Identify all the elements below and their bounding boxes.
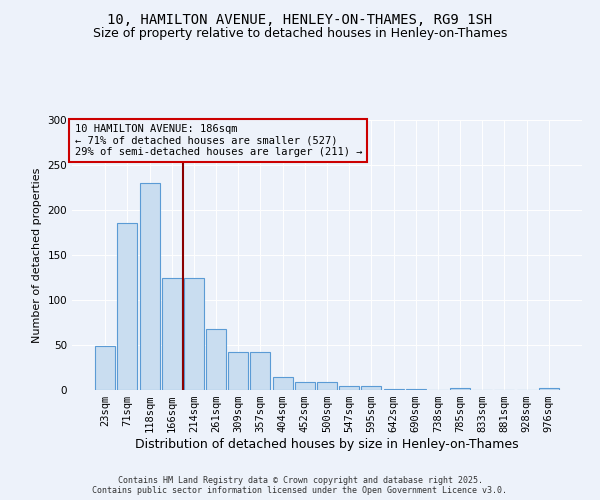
Bar xyxy=(228,352,248,390)
Bar xyxy=(118,222,137,390)
Bar xyxy=(140,183,160,390)
Bar xyxy=(272,376,293,390)
Text: 10 HAMILTON AVENUE: 186sqm
← 71% of detached houses are smaller (527)
29% of sem: 10 HAMILTON AVENUE: 186sqm ← 71% of deta… xyxy=(74,124,362,157)
Text: Size of property relative to detached houses in Henley-on-Thames: Size of property relative to detached ho… xyxy=(93,28,507,40)
Y-axis label: Number of detached properties: Number of detached properties xyxy=(32,168,42,342)
Bar xyxy=(406,389,426,390)
Bar xyxy=(184,278,204,390)
Bar xyxy=(450,388,470,390)
Bar xyxy=(162,278,182,390)
Bar xyxy=(206,329,226,390)
Text: 10, HAMILTON AVENUE, HENLEY-ON-THAMES, RG9 1SH: 10, HAMILTON AVENUE, HENLEY-ON-THAMES, R… xyxy=(107,12,493,26)
Bar xyxy=(539,388,559,390)
Bar xyxy=(317,382,337,390)
X-axis label: Distribution of detached houses by size in Henley-on-Thames: Distribution of detached houses by size … xyxy=(135,438,519,451)
Text: Contains HM Land Registry data © Crown copyright and database right 2025.
Contai: Contains HM Land Registry data © Crown c… xyxy=(92,476,508,495)
Bar xyxy=(250,352,271,390)
Bar xyxy=(295,382,315,390)
Bar xyxy=(361,386,382,390)
Bar xyxy=(383,389,404,390)
Bar xyxy=(339,386,359,390)
Bar xyxy=(95,346,115,390)
